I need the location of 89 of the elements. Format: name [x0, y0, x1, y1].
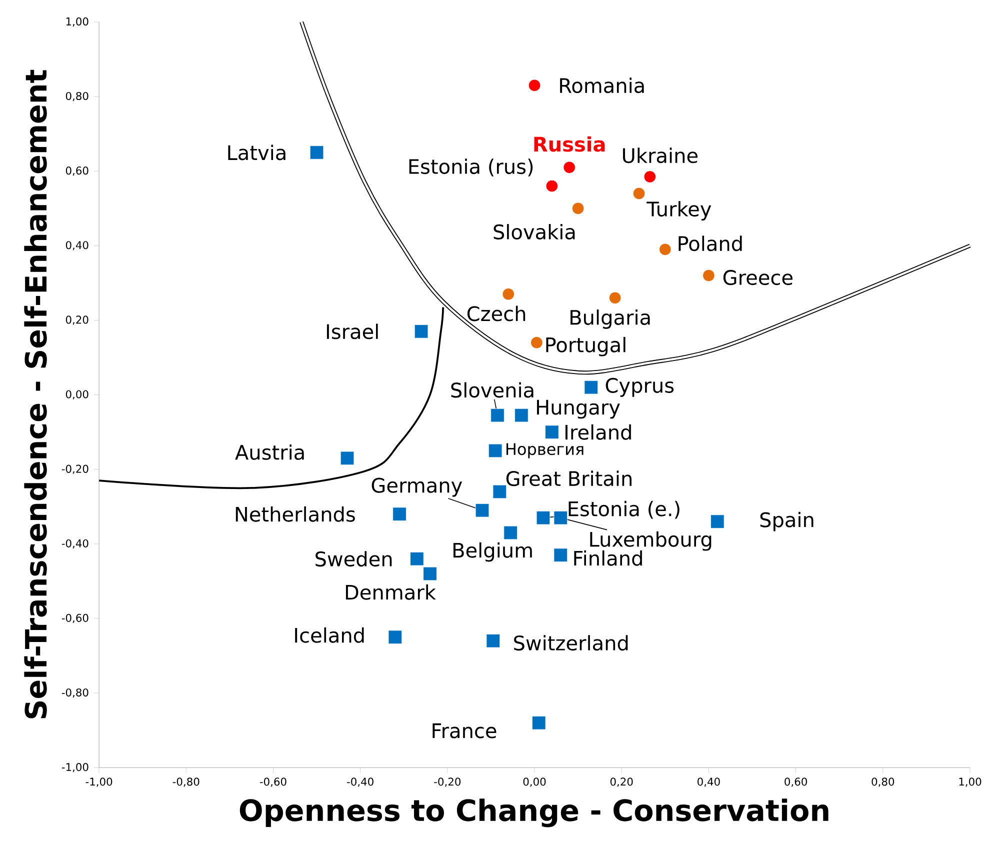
point: [410, 552, 424, 566]
point: [486, 634, 500, 648]
annotation: Greece: [723, 270, 792, 286]
y-tick-label: 0,80: [66, 92, 88, 102]
line-series: [300, 20, 972, 375]
y-tick-label: -0,40: [62, 540, 88, 549]
y-tick-label: 0,20: [66, 316, 88, 325]
annotation: Belgium: [454, 542, 532, 562]
point: [310, 146, 324, 160]
x-tick-label: -0,80: [172, 778, 200, 787]
annotation: France: [432, 724, 496, 738]
point: [609, 292, 622, 304]
x-tick-label: -0,40: [347, 778, 374, 787]
y-tick-label: 1,00: [66, 18, 88, 27]
point: [340, 451, 354, 466]
annotation: Poland: [678, 236, 742, 252]
y-tick-label: 0,40: [66, 241, 88, 250]
annotation: Sweden: [316, 551, 392, 567]
y-tick-label: -0,80: [62, 688, 88, 698]
point: [502, 288, 514, 300]
y-tick-label: 0,00: [66, 390, 88, 400]
annotation: Turkey: [646, 201, 712, 221]
annotation: Slovakia: [494, 224, 575, 240]
y-tick-label: -1,00: [62, 763, 88, 772]
point: [528, 80, 541, 92]
x-tick-label: -0,60: [260, 778, 286, 787]
annotation: Germany: [372, 478, 462, 497]
annotation: Cyprus: [606, 378, 674, 398]
point: [584, 380, 598, 394]
point: [423, 567, 437, 581]
x-tick-label: 0,80: [872, 778, 894, 787]
point: [710, 514, 724, 529]
annotation: Iceland: [295, 628, 364, 644]
point: [644, 170, 656, 183]
annotation: Netherlands: [236, 506, 355, 522]
point: [659, 244, 672, 256]
annotation: Spain: [760, 512, 814, 532]
point: [530, 336, 543, 349]
annotation: Estonia (rus): [409, 158, 533, 177]
annotation: Slovenia: [451, 382, 534, 398]
y-tick-label: -0,20: [62, 464, 88, 474]
point: [536, 511, 550, 525]
point: [546, 180, 558, 192]
annotation: Denmark: [346, 584, 436, 600]
annotation: Latvia: [228, 144, 286, 160]
annotation: Russia: [534, 136, 605, 152]
annotation: Romania: [560, 78, 644, 94]
annotation: Israel: [326, 324, 378, 340]
point: [554, 511, 568, 525]
y-tick-label: 0,60: [66, 166, 88, 176]
annotation: Bulgaria: [570, 310, 650, 330]
x-tick-label: 0,60: [784, 778, 807, 787]
x-axis-title: Openness to Change - Conservation: [240, 798, 828, 828]
x-tick-label: -1,00: [86, 778, 112, 787]
point: [492, 485, 507, 499]
x-tick-label: 0,00: [523, 778, 546, 787]
point: [475, 504, 490, 518]
annotation: Switzerland: [514, 635, 628, 651]
annotation: Great Britain: [506, 470, 632, 486]
point: [563, 162, 576, 174]
point: [504, 526, 518, 540]
point: [490, 408, 504, 422]
x-tick-label: -0,20: [434, 778, 461, 787]
x-tick-label: 0,20: [610, 778, 633, 787]
point: [488, 444, 502, 458]
annotation: Ireland: [566, 424, 631, 440]
annotation: Ukraine: [623, 148, 698, 164]
annotation: Finland: [574, 550, 642, 566]
x-tick-label: 1,00: [959, 778, 982, 787]
point: [414, 324, 428, 338]
x-tick-label: 0,40: [698, 778, 720, 787]
point: [702, 270, 715, 282]
point: [632, 188, 646, 200]
annotation: Austria: [235, 444, 304, 460]
y-axis-title: Self-Transcendence - Self-Enhancement: [24, 70, 47, 718]
annotation: Норвегия: [506, 443, 584, 458]
point: [388, 630, 402, 644]
annotation: Portugal: [546, 337, 626, 356]
point: [392, 507, 406, 522]
point: [532, 716, 546, 730]
y-tick-label: -0,60: [62, 614, 88, 624]
point: [572, 202, 584, 215]
point: [554, 548, 568, 562]
point: [545, 425, 559, 440]
annotation: Hungary: [537, 400, 620, 419]
annotation: Estonia (e.): [568, 501, 680, 519]
point: [514, 408, 528, 422]
annotation: Czech: [467, 306, 526, 322]
annotation: Luxembourg: [590, 532, 712, 551]
